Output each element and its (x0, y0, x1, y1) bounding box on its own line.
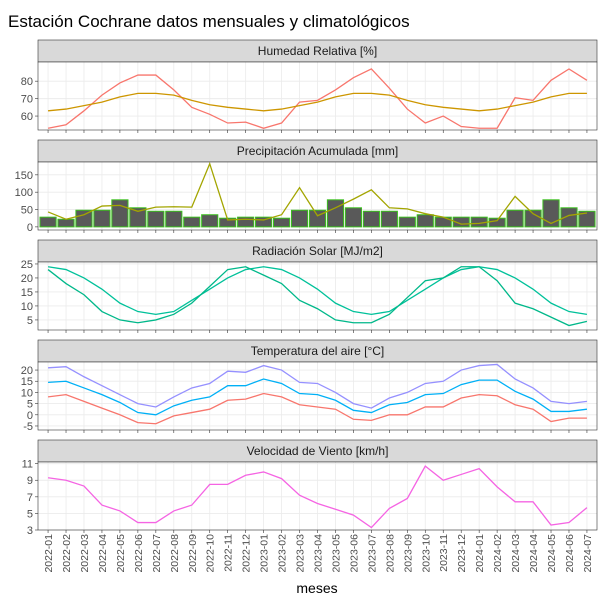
panel-title: Temperatura del aire [°C] (251, 344, 385, 358)
x-axis-title: meses (296, 580, 337, 596)
bar (380, 210, 398, 228)
x-tick-label: 2022-07 (151, 534, 163, 573)
x-tick-label: 2024-06 (564, 534, 576, 573)
bar (39, 216, 57, 228)
bar (416, 214, 434, 228)
bar (344, 207, 363, 228)
line (47, 465, 588, 529)
chart-title: Estación Cochrane datos mensuales y clim… (8, 12, 410, 31)
line (47, 68, 588, 129)
bar (255, 216, 273, 228)
x-tick-label: 2022-09 (187, 534, 199, 573)
bar (93, 209, 111, 228)
line (47, 392, 587, 425)
x-tick-label: 2024-03 (510, 534, 522, 573)
bar (398, 216, 416, 228)
bar (57, 218, 75, 228)
y-tick-label: 70 (21, 94, 33, 106)
y-tick-label: 5 (27, 508, 33, 520)
panel-title: Humedad Relativa [%] (258, 44, 377, 58)
bar (578, 210, 596, 228)
bar (290, 209, 309, 228)
y-tick-label: 150 (15, 170, 33, 182)
x-tick-label: 2023-03 (295, 534, 307, 573)
bar (129, 207, 147, 228)
bar (183, 216, 201, 228)
bar (524, 209, 542, 228)
bar (560, 207, 578, 228)
line (48, 363, 588, 409)
y-tick-label: 20 (21, 365, 33, 377)
x-tick-label: 2022-05 (115, 534, 127, 573)
x-tick-label: 2024-01 (474, 534, 486, 573)
x-tick-label: 2023-05 (330, 534, 342, 573)
bar (542, 199, 560, 228)
y-tick-label: 5 (27, 315, 33, 327)
bar (111, 199, 129, 228)
y-tick-label: 50 (21, 205, 33, 217)
line (47, 266, 588, 327)
bar (165, 210, 183, 228)
y-tick-label: 7 (27, 492, 33, 504)
y-tick-label: 0 (27, 410, 33, 422)
bar (362, 210, 380, 228)
y-tick-label: 5 (27, 399, 33, 411)
bar (434, 216, 452, 228)
y-tick-label: 15 (21, 287, 33, 299)
y-tick-label: 11 (22, 459, 33, 471)
line (47, 266, 588, 315)
x-tick-label: 2023-01 (259, 534, 271, 573)
bar (272, 217, 291, 228)
x-tick-label: 2024-05 (546, 534, 558, 573)
bar (506, 209, 524, 228)
x-tick-label: 2022-03 (79, 534, 91, 573)
y-tick-label: 80 (21, 76, 33, 88)
y-tick-label: 0 (27, 222, 33, 234)
x-tick-label: 2023-11 (438, 534, 450, 572)
x-tick-label: 2022-12 (241, 534, 253, 573)
line (47, 161, 588, 225)
bar (452, 216, 470, 228)
x-tick-label: 2022-10 (205, 534, 217, 573)
line (47, 92, 587, 112)
x-tick-label: 2023-02 (277, 534, 289, 573)
bar (147, 210, 165, 228)
x-tick-label: 2022-08 (169, 534, 181, 573)
x-tick-label: 2022-01 (43, 534, 55, 573)
bar (201, 214, 219, 228)
x-tick-label: 2022-02 (61, 534, 73, 573)
bar (75, 209, 93, 228)
y-tick-label: 15 (21, 376, 33, 388)
y-tick-label: 10 (21, 387, 33, 399)
x-tick-label: 2023-04 (313, 534, 325, 573)
x-tick-label: 2023-08 (384, 534, 396, 573)
x-tick-label: 2024-07 (582, 534, 594, 573)
y-tick-label: 3 (27, 525, 33, 537)
panel-title: Radiación Solar [MJ/m2] (252, 244, 383, 258)
bar (237, 216, 255, 228)
panel-title: Precipitación Acumulada [mm] (237, 144, 398, 158)
y-tick-label: -5 (23, 421, 33, 433)
x-tick-label: 2023-06 (348, 534, 360, 573)
x-tick-label: 2022-04 (97, 534, 109, 573)
y-tick-label: 10 (21, 301, 33, 313)
x-tick-label: 2023-12 (456, 534, 468, 573)
x-tick-label: 2022-11 (223, 534, 235, 572)
y-tick-label: 9 (27, 475, 33, 487)
y-tick-label: 20 (21, 273, 33, 285)
x-tick-label: 2022-06 (133, 534, 145, 573)
y-tick-label: 60 (21, 111, 33, 123)
x-tick-label: 2024-04 (528, 534, 540, 573)
bar (488, 217, 506, 228)
x-tick-label: 2023-10 (420, 534, 432, 573)
x-tick-label: 2024-02 (492, 534, 504, 573)
panel-title: Velocidad de Viento [km/h] (247, 444, 389, 458)
x-tick-label: 2023-09 (402, 534, 414, 573)
line (48, 378, 588, 416)
y-tick-label: 25 (21, 259, 33, 271)
y-tick-label: 100 (15, 187, 33, 199)
bar (326, 199, 345, 228)
x-tick-label: 2023-07 (366, 534, 378, 573)
